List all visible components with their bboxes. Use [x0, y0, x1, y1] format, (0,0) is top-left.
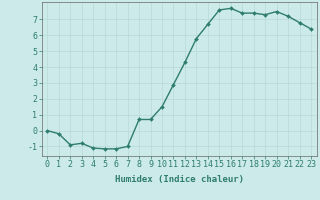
X-axis label: Humidex (Indice chaleur): Humidex (Indice chaleur): [115, 175, 244, 184]
